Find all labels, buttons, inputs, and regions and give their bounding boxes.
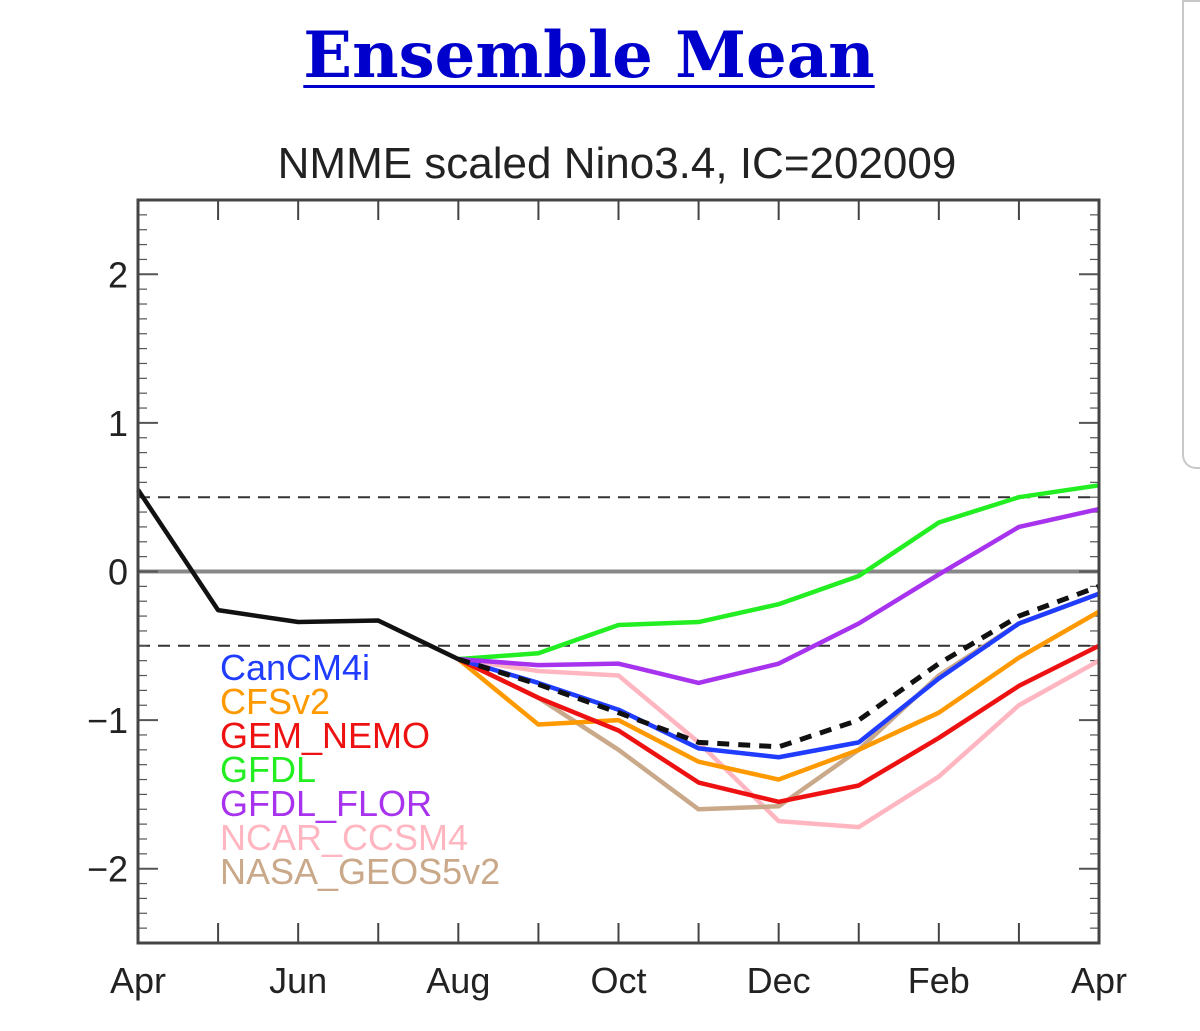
legend-entry: GFDL <box>220 749 316 790</box>
ensemble-mean-line <box>457 584 1100 750</box>
series-line-cfsv2 <box>456 609 1101 782</box>
y-tick-label: −1 <box>87 700 128 741</box>
chart-title: NMME scaled Nino3.4, IC=202009 <box>278 139 957 188</box>
x-tick-label: Oct <box>590 960 646 1001</box>
series-line-ncar-ccsm4 <box>458 656 1101 830</box>
axes: Apr Jun Aug Oct Dec Feb Apr 2 1 0 −1 −2 <box>87 199 1127 1001</box>
legend-entry: GEM_NEMO <box>220 715 430 756</box>
x-tick-label: Aug <box>426 960 490 1001</box>
series-lines <box>136 483 1101 830</box>
y-tick-label: 0 <box>108 552 128 593</box>
legend-entry: GFDL_FLOR <box>220 783 432 824</box>
reference-lines <box>138 496 1099 647</box>
series-line-cancm4i <box>457 591 1100 760</box>
y-tick-label: 1 <box>108 403 128 444</box>
y-tick-label: −2 <box>87 849 128 890</box>
x-tick-label: Jun <box>269 960 327 1001</box>
x-tick-label: Dec <box>747 960 811 1001</box>
legend: CanCM4iCFSv2GEM_NEMOGFDLGFDL_FLORNCAR_CC… <box>220 647 500 892</box>
legend-entry: NCAR_CCSM4 <box>220 817 468 858</box>
x-tick-label: Feb <box>908 960 970 1001</box>
scrollbar-thumb[interactable] <box>1182 0 1200 469</box>
series-line-gfdl <box>458 483 1100 662</box>
x-tick-label: Apr <box>110 960 166 1001</box>
x-tick-label: Apr <box>1071 960 1127 1001</box>
page-heading[interactable]: Ensemble Mean <box>303 18 875 93</box>
series-line-gfdl-flor <box>458 506 1100 686</box>
legend-entry: CanCM4i <box>220 647 370 688</box>
observed-line <box>136 488 460 662</box>
legend-entry: CFSv2 <box>220 681 330 722</box>
series-line-gem-nemo <box>457 643 1101 805</box>
plot-frame <box>136 198 1101 945</box>
legend-entry: NASA_GEOS5v2 <box>220 851 500 892</box>
y-tick-label: 2 <box>108 254 128 295</box>
